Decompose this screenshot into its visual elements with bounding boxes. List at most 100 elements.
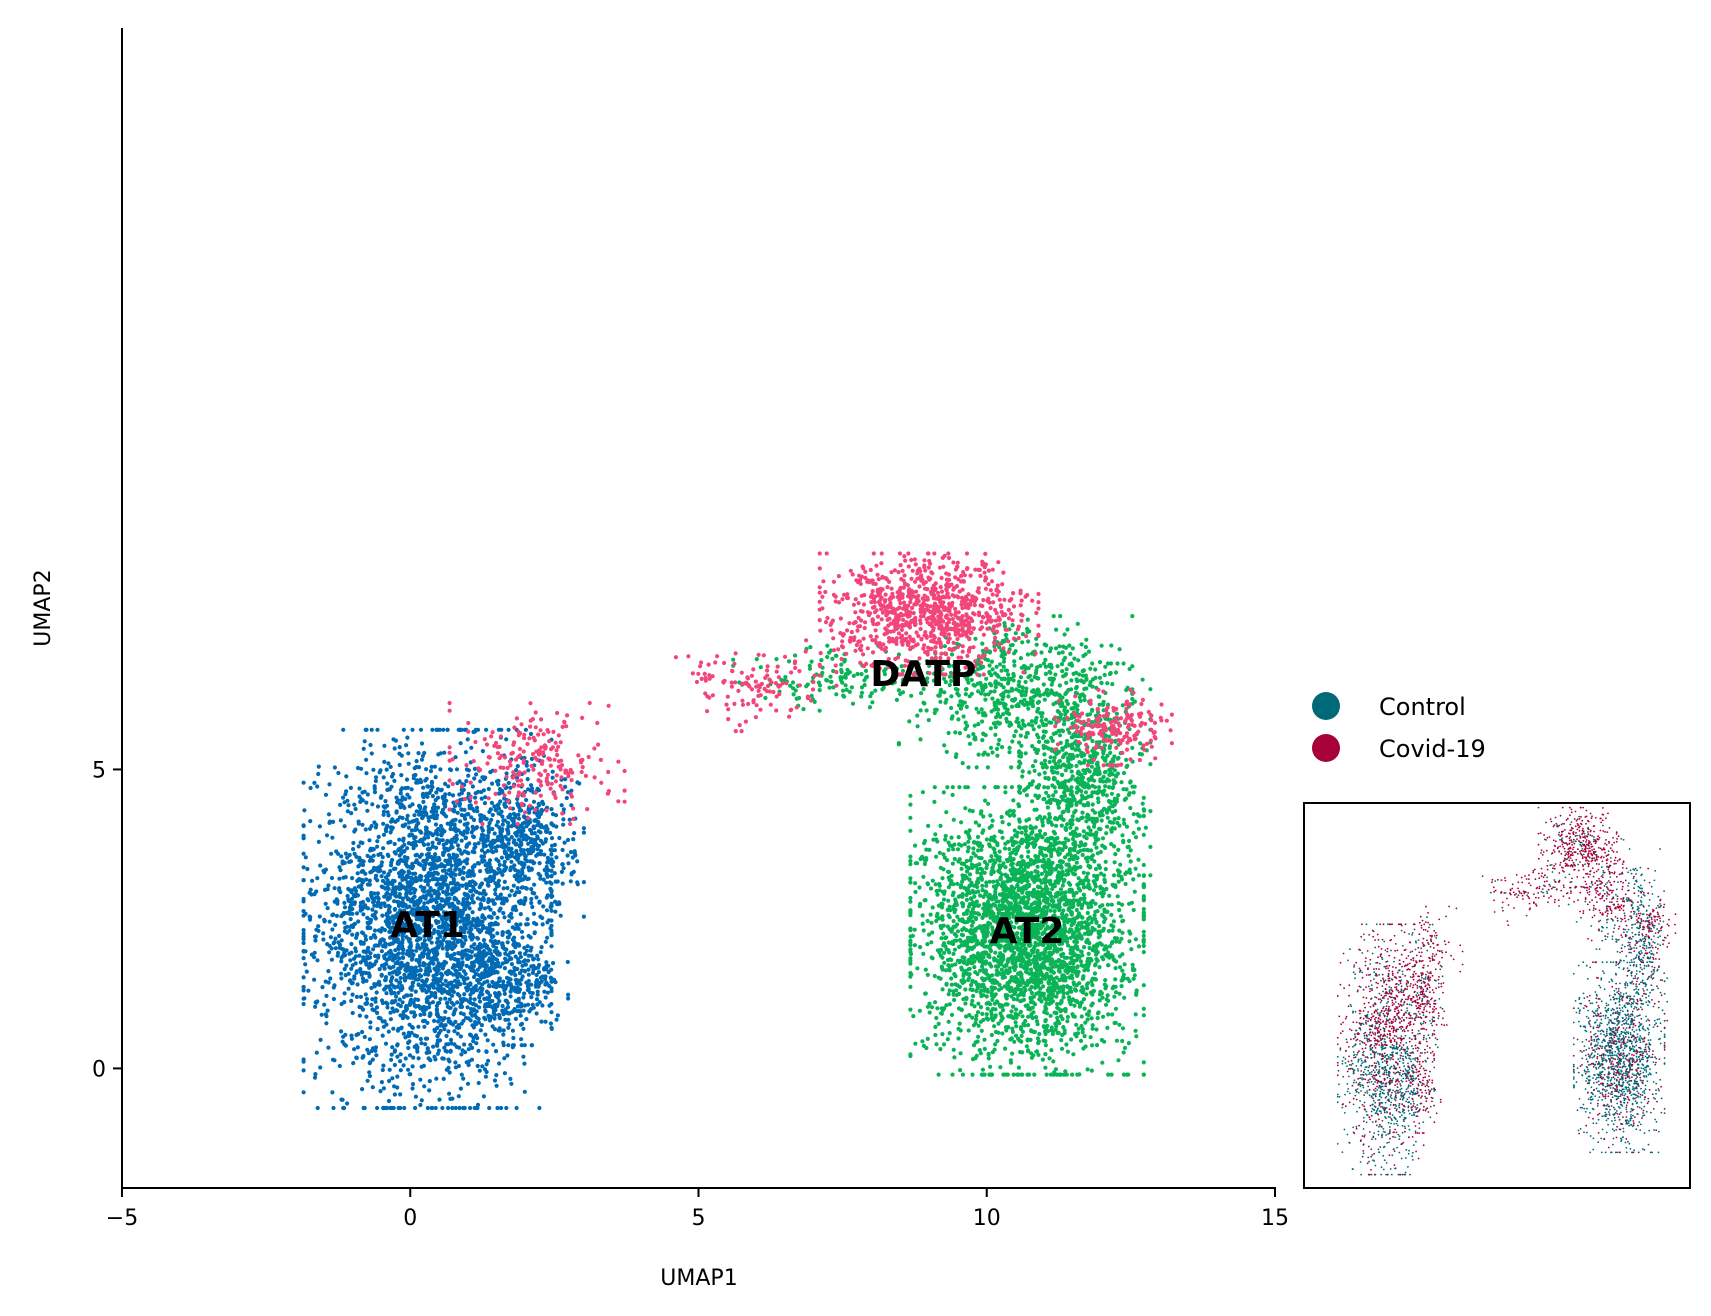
- data-point: [1000, 835, 1005, 840]
- data-point: [443, 978, 448, 984]
- data-point: [501, 843, 506, 848]
- data-point: [549, 843, 555, 848]
- data-point: [341, 1034, 346, 1039]
- data-point: [420, 815, 425, 820]
- data-point: [486, 824, 491, 829]
- data-point: [435, 964, 440, 969]
- data-point: [387, 1067, 392, 1072]
- data-point: [551, 823, 556, 828]
- data-point: [470, 849, 475, 854]
- data-point: [339, 946, 344, 951]
- data-point: [483, 1017, 488, 1022]
- data-point: [388, 830, 393, 835]
- data-point: [461, 870, 466, 876]
- data-point: [958, 885, 963, 890]
- data-point: [481, 775, 486, 780]
- data-point: [549, 930, 554, 935]
- data-point: [461, 865, 466, 870]
- data-point: [395, 1042, 400, 1047]
- data-point: [419, 852, 424, 857]
- data-point: [1136, 857, 1141, 862]
- data-point: [466, 1016, 471, 1021]
- data-point: [384, 829, 389, 834]
- data-point: [1040, 1057, 1045, 1062]
- data-point: [453, 1105, 458, 1111]
- data-point: [516, 812, 521, 817]
- data-point: [401, 925, 406, 930]
- data-point: [479, 975, 485, 980]
- data-point: [542, 867, 547, 873]
- data-point: [375, 891, 380, 896]
- data-point: [463, 971, 468, 977]
- data-point: [442, 882, 447, 887]
- data-point: [364, 1014, 369, 1019]
- data-point: [410, 727, 415, 732]
- data-point: [486, 973, 491, 978]
- data-point: [489, 957, 494, 962]
- data-point: [418, 884, 423, 889]
- data-point: [393, 998, 398, 1004]
- data-point: [505, 935, 510, 940]
- data-point: [516, 856, 521, 861]
- data-point: [500, 822, 505, 827]
- data-point: [493, 887, 498, 893]
- data-point: [362, 1034, 367, 1040]
- data-point: [350, 992, 355, 997]
- data-point: [352, 829, 357, 834]
- data-point: [486, 914, 492, 919]
- data-point: [400, 963, 405, 968]
- data-point: [1059, 823, 1064, 828]
- data-point: [464, 952, 469, 957]
- data-point: [417, 875, 422, 880]
- data-point: [1013, 851, 1019, 856]
- data-point: [479, 825, 484, 831]
- data-point: [360, 1087, 365, 1092]
- data-point: [364, 996, 370, 1002]
- data-point: [946, 913, 951, 918]
- data-point: [358, 908, 363, 913]
- data-point: [406, 1040, 411, 1045]
- data-point: [413, 1013, 418, 1018]
- data-point: [471, 834, 476, 839]
- data-point: [492, 949, 497, 954]
- data-point: [410, 833, 415, 838]
- data-point: [426, 972, 431, 977]
- data-point: [360, 822, 365, 827]
- data-point: [1071, 1052, 1076, 1057]
- data-point: [985, 1006, 990, 1011]
- data-point: [381, 775, 386, 780]
- data-point: [460, 955, 465, 961]
- data-point: [364, 727, 369, 732]
- data-point: [470, 868, 475, 874]
- data-point: [986, 1051, 991, 1056]
- data-point: [424, 893, 429, 898]
- data-point: [477, 1005, 482, 1010]
- data-point: [374, 822, 379, 827]
- data-point: [562, 840, 567, 845]
- data-point: [366, 949, 371, 954]
- data-point: [383, 986, 388, 991]
- data-point: [529, 982, 534, 987]
- data-point: [358, 905, 363, 910]
- data-point: [352, 886, 357, 891]
- data-point: [510, 850, 515, 856]
- data-point: [933, 832, 938, 837]
- data-point: [467, 906, 472, 911]
- data-point: [301, 956, 306, 961]
- data-point: [349, 1036, 354, 1041]
- data-point: [390, 1045, 395, 1050]
- data-point: [488, 931, 493, 936]
- data-point: [438, 823, 444, 829]
- data-point: [496, 1012, 502, 1017]
- data-point: [470, 1045, 475, 1050]
- data-point: [398, 975, 403, 981]
- data-point: [458, 1034, 463, 1039]
- data-point: [513, 977, 518, 983]
- data-point: [492, 831, 497, 836]
- data-point: [371, 947, 376, 952]
- data-point: [509, 859, 514, 864]
- data-point: [480, 1064, 485, 1069]
- data-point: [1133, 835, 1139, 840]
- data-point: [301, 851, 306, 856]
- data-point: [433, 876, 439, 881]
